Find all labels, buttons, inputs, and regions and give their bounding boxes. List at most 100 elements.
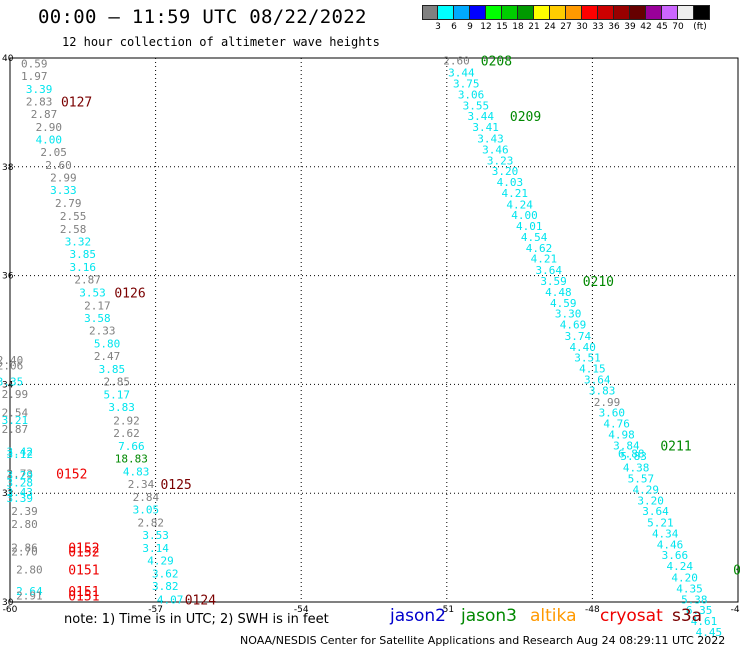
- color-scale-label: 18: [512, 22, 524, 32]
- wave-height-value: 2.06: [0, 359, 23, 372]
- wave-height-value: 2.73: [6, 468, 33, 481]
- wave-height-value: 3.20: [637, 494, 664, 507]
- x-tick-label: -51: [439, 605, 454, 615]
- color-scale-label: 33: [592, 22, 604, 32]
- pass-time-label: 0151: [68, 563, 99, 578]
- wave-height-value: 2.79: [55, 197, 82, 210]
- color-scale-label: 30: [576, 22, 588, 32]
- wave-height-value: 4.61: [691, 615, 718, 628]
- wave-height-value: 5.57: [628, 473, 655, 486]
- wave-height-value: 2.87: [74, 273, 101, 286]
- y-tick-label: 36: [2, 272, 14, 282]
- color-scale-swatch: [422, 5, 438, 20]
- wave-height-value: 3.46: [482, 143, 509, 156]
- wave-height-value: 7.66: [118, 440, 145, 453]
- pass-time-label: 0126: [114, 286, 145, 301]
- wave-height-value: 4.03: [497, 176, 524, 189]
- y-tick-label: 32: [2, 489, 13, 499]
- wave-height-value: 4.54: [521, 231, 548, 244]
- wave-height-value: 5.38: [681, 593, 708, 606]
- color-scale-swatch: [694, 5, 710, 20]
- wave-height-value: 3.43: [477, 133, 504, 146]
- wave-height-value: 3.20: [492, 165, 519, 178]
- wave-height-value: 3.58: [84, 312, 111, 325]
- wave-height-value: 4.59: [550, 297, 577, 310]
- y-tick-label: 38: [2, 163, 14, 173]
- wave-height-value: 4.29: [633, 483, 660, 496]
- legend-cryosat: cryosat: [600, 606, 663, 626]
- page-title: 00:00 – 11:59 UTC 08/22/2022: [38, 6, 367, 28]
- pass-time-label: 0152: [68, 545, 99, 560]
- pass-time-label: 0: [733, 563, 740, 578]
- color-scale-label: (ft): [693, 22, 707, 32]
- wave-height-value: 3.35: [0, 376, 23, 389]
- color-scale-swatch: [630, 5, 646, 20]
- color-scale-label: 6: [451, 22, 457, 32]
- color-scale-label: 45: [656, 22, 668, 32]
- wave-height-value: 2.85: [104, 376, 131, 389]
- wave-height-value: 3.51: [574, 352, 601, 365]
- color-scale-label: 21: [528, 22, 540, 32]
- legend-altika: altika: [530, 606, 577, 626]
- wave-height-value: 3.64: [642, 505, 669, 518]
- wave-height-value: 3.39: [26, 83, 53, 96]
- wave-height-value: 2.39: [11, 505, 38, 518]
- wave-height-value: 4.00: [511, 209, 538, 222]
- wave-height-value: 3.66: [662, 549, 689, 562]
- wave-height-value: 3.53: [142, 529, 169, 542]
- color-scale-swatch: [678, 5, 694, 20]
- wave-height-value: 4.21: [531, 253, 558, 266]
- wave-height-value: 4.20: [671, 572, 698, 585]
- wave-height-value: 4.40: [569, 341, 596, 354]
- color-scale-swatch: [470, 5, 486, 20]
- color-scale-label: 9: [467, 22, 473, 32]
- wave-height-value: 4.29: [147, 555, 174, 568]
- wave-height-value: 3.83: [108, 401, 135, 414]
- wave-height-value: 2.84: [133, 491, 160, 504]
- wave-height-value: 3.64: [535, 264, 562, 277]
- wave-height-value: 4.24: [667, 560, 694, 573]
- color-scale-label: 42: [640, 22, 652, 32]
- pass-time-label: 0124: [185, 593, 216, 608]
- pass-time-label: 0208: [481, 55, 512, 70]
- pass-time-label: 0209: [510, 110, 541, 125]
- color-scale-swatch: [534, 5, 550, 20]
- wave-height-value: 4.45: [696, 626, 723, 639]
- color-scale-label: 24: [544, 22, 556, 32]
- wave-height-value: 4.38: [623, 462, 650, 475]
- wave-height-value: 2.87: [2, 423, 29, 436]
- wave-height-value: 3.74: [565, 330, 592, 343]
- wave-height-value: 2.64: [16, 585, 43, 598]
- wave-height-value: 3.30: [555, 308, 582, 321]
- wave-height-value: 2.99: [594, 396, 621, 409]
- color-scale-swatch: [438, 5, 454, 20]
- wave-height-value: 4.01: [516, 220, 543, 233]
- wave-height-value: 3.59: [540, 275, 567, 288]
- wave-height-value: 3.42: [6, 445, 33, 458]
- wave-height-value: 4.46: [657, 538, 684, 551]
- wave-height-value: 2.70: [11, 545, 38, 558]
- wave-height-value: 5.80: [94, 338, 121, 351]
- pass-time-label: 0211: [660, 439, 691, 454]
- pass-time-label: 0127: [61, 96, 92, 111]
- wave-height-value: 4.07: [157, 593, 184, 606]
- color-scale-swatch: [598, 5, 614, 20]
- wave-height-value: 2.17: [84, 300, 111, 313]
- wave-height-value: 4.34: [652, 527, 679, 540]
- wave-height-value: 2.34: [128, 478, 155, 491]
- page-subtitle: 12 hour collection of altimeter wave hei…: [62, 35, 380, 49]
- wave-height-value: 2.92: [113, 414, 140, 427]
- color-scale-label: 39: [624, 22, 636, 32]
- wave-height-value: 2.58: [60, 223, 87, 236]
- wave-height-value: 2.54: [2, 407, 29, 420]
- wave-height-value: 3.33: [50, 184, 77, 197]
- wave-height-value: 3.43: [6, 486, 33, 499]
- wave-height-value: 2.60: [45, 159, 72, 172]
- wave-height-value: 5.17: [104, 389, 131, 402]
- color-scale-swatch: [582, 5, 598, 20]
- x-tick-label: -57: [148, 605, 163, 615]
- wave-height-value: 2.62: [113, 427, 140, 440]
- wave-height-value: 3.39: [6, 492, 33, 505]
- wave-height-value: 3.32: [65, 235, 92, 248]
